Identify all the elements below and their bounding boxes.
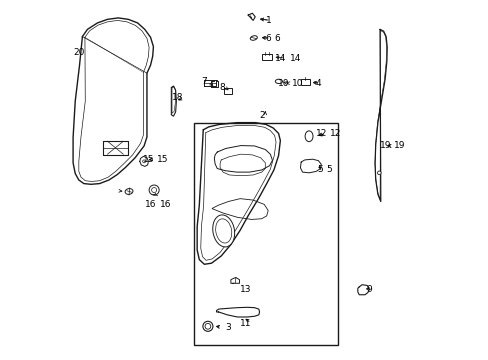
Text: 12: 12 <box>315 129 326 138</box>
Ellipse shape <box>125 189 133 194</box>
FancyBboxPatch shape <box>261 54 271 60</box>
Text: 12: 12 <box>329 129 341 138</box>
Circle shape <box>142 160 145 163</box>
Circle shape <box>204 323 210 329</box>
Text: 17: 17 <box>0 359 1 360</box>
Text: 1: 1 <box>265 16 271 25</box>
Text: 5: 5 <box>317 165 323 174</box>
Text: 19: 19 <box>394 141 405 150</box>
Text: 13: 13 <box>240 285 251 294</box>
Text: 19: 19 <box>379 141 391 150</box>
Text: 10: 10 <box>277 79 289 88</box>
Text: 9: 9 <box>0 359 1 360</box>
Text: 11: 11 <box>240 319 251 328</box>
Text: 5: 5 <box>325 165 331 174</box>
Text: 15: 15 <box>142 155 154 164</box>
Text: 10: 10 <box>292 79 303 88</box>
Ellipse shape <box>215 219 231 243</box>
Text: 15: 15 <box>157 155 168 164</box>
Text: 20: 20 <box>73 48 85 57</box>
Text: 18: 18 <box>172 93 183 102</box>
Text: 4: 4 <box>0 359 1 360</box>
Circle shape <box>203 321 212 331</box>
FancyBboxPatch shape <box>301 79 309 85</box>
Text: 6: 6 <box>265 34 271 43</box>
Ellipse shape <box>212 215 234 247</box>
Text: 4: 4 <box>315 79 321 88</box>
Text: 16: 16 <box>145 200 156 209</box>
Text: 6: 6 <box>274 34 280 43</box>
Ellipse shape <box>250 36 257 40</box>
FancyBboxPatch shape <box>223 88 231 94</box>
Text: 2: 2 <box>259 111 265 120</box>
Circle shape <box>151 188 156 193</box>
Text: 1: 1 <box>0 359 1 360</box>
Text: 8: 8 <box>219 83 224 92</box>
Circle shape <box>149 185 159 195</box>
Text: 7: 7 <box>201 77 207 86</box>
Text: 14: 14 <box>275 54 286 63</box>
Ellipse shape <box>305 131 312 141</box>
Text: 3: 3 <box>224 323 230 332</box>
Text: 3: 3 <box>0 359 1 360</box>
Bar <box>194 123 337 345</box>
Ellipse shape <box>275 79 282 84</box>
Text: 9: 9 <box>366 285 371 294</box>
Circle shape <box>377 171 380 175</box>
Text: 16: 16 <box>159 200 171 209</box>
Text: 14: 14 <box>289 54 301 63</box>
